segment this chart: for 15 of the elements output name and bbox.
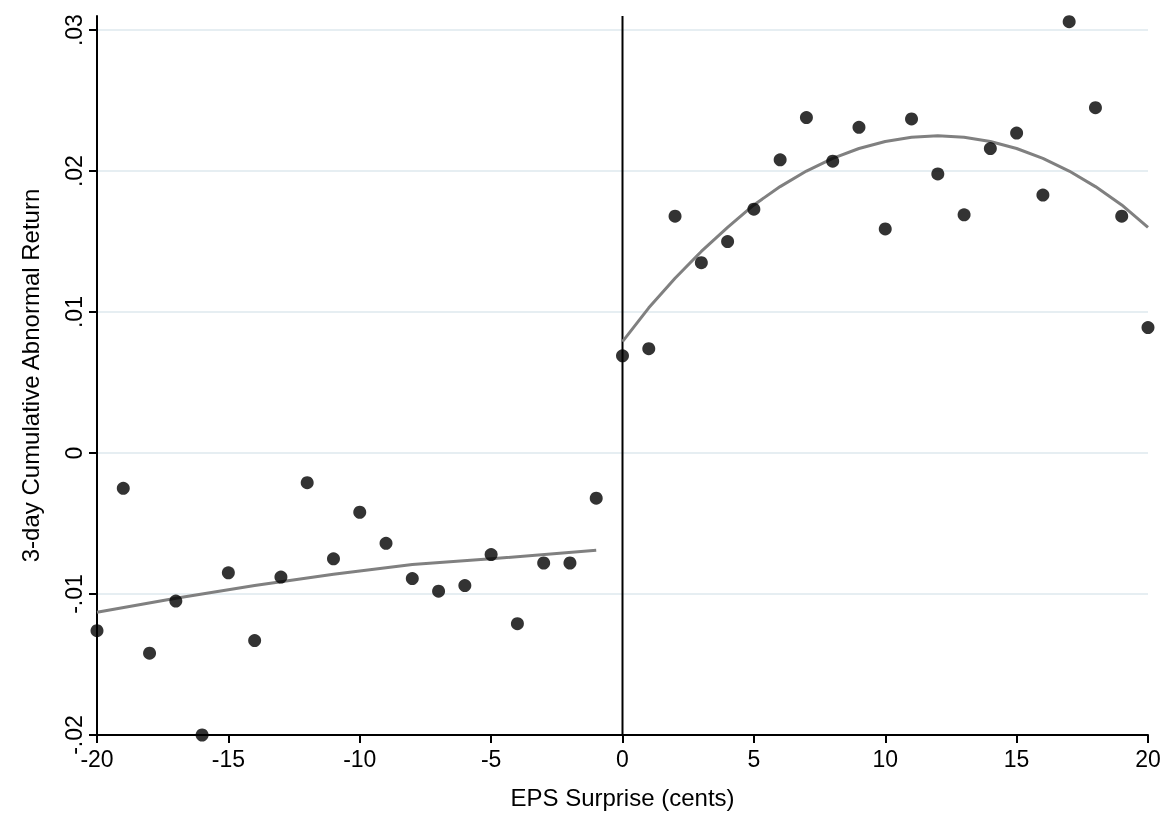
y-tick-label: .03 (60, 14, 87, 47)
y-tick-label: -.01 (60, 574, 87, 614)
x-tick-label: 15 (1003, 745, 1030, 772)
x-tick-label: -5 (480, 745, 502, 772)
y-axis-title: 3-day Cumulative Abnormal Return (16, 188, 44, 563)
x-tick-label: -15 (211, 745, 245, 772)
y-tick-label: .02 (60, 155, 87, 188)
x-axis-title: EPS Surprise (cents) (510, 783, 735, 811)
x-tick-label: 0 (616, 745, 629, 772)
x-tick-label: -10 (343, 745, 377, 772)
x-tick-label: 10 (872, 745, 899, 772)
y-tick-label: 0 (60, 446, 87, 460)
x-tick-label: 5 (747, 745, 761, 772)
x-tick-label: 20 (1135, 745, 1161, 772)
y-tick-label: .01 (60, 296, 87, 329)
